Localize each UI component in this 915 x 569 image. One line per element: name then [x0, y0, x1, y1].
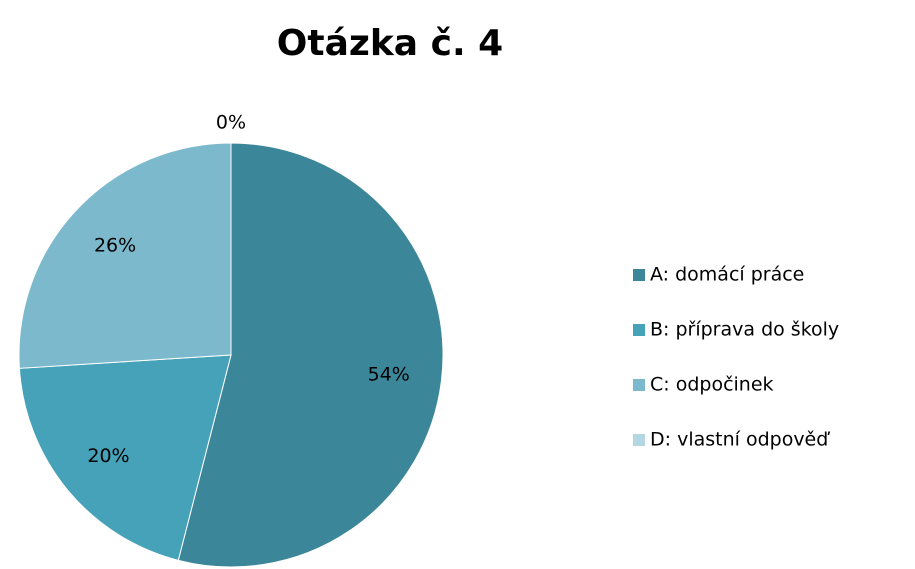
pie-slice [18, 142, 232, 369]
data-label: 20% [87, 445, 129, 467]
legend-swatch [633, 434, 645, 446]
data-label: 26% [94, 235, 136, 257]
pie-slice [18, 354, 232, 561]
legend-label: D: vlastní odpověď [650, 429, 830, 451]
legend-label: A: domácí práce [650, 264, 804, 286]
legend-swatch [633, 324, 645, 336]
chart-title: Otázka č. 4 [277, 23, 503, 64]
data-label: 54% [368, 363, 410, 385]
data-label: 0% [216, 112, 246, 134]
legend-label: C: odpočinek [650, 374, 774, 396]
pie-slice [177, 142, 444, 568]
legend-swatch [633, 379, 645, 391]
legend-label: B: příprava do školy [650, 319, 839, 341]
legend-swatch [633, 269, 645, 281]
